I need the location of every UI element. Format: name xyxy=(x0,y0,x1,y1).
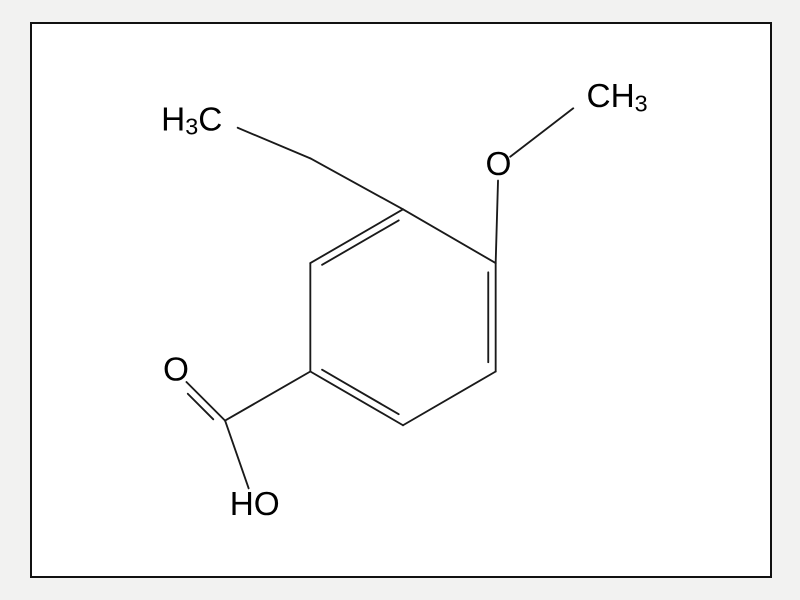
bond-line xyxy=(322,370,399,414)
atom-label: H3C xyxy=(161,101,222,140)
bond-line xyxy=(322,220,399,264)
atom-label: CH3 xyxy=(586,78,647,117)
bond-line xyxy=(496,181,498,263)
atom-label: O xyxy=(485,146,511,183)
canvas: H3C O CH3 O HO xyxy=(0,0,800,600)
bond-line xyxy=(310,372,403,426)
bond-line xyxy=(510,108,573,156)
bond-line xyxy=(188,394,214,420)
chemical-structure-svg: H3C O CH3 O HO xyxy=(32,24,774,580)
structure-panel: H3C O CH3 O HO xyxy=(30,22,772,578)
bond-line xyxy=(238,128,311,159)
bond-line xyxy=(403,209,496,263)
bond-line xyxy=(310,158,403,209)
bond-line xyxy=(225,421,249,489)
bond-line xyxy=(225,372,310,421)
bond-line xyxy=(403,372,496,426)
bond-line xyxy=(310,209,403,263)
bond-line xyxy=(186,382,225,421)
atom-label: HO xyxy=(230,486,280,523)
atom-label: O xyxy=(163,351,189,388)
